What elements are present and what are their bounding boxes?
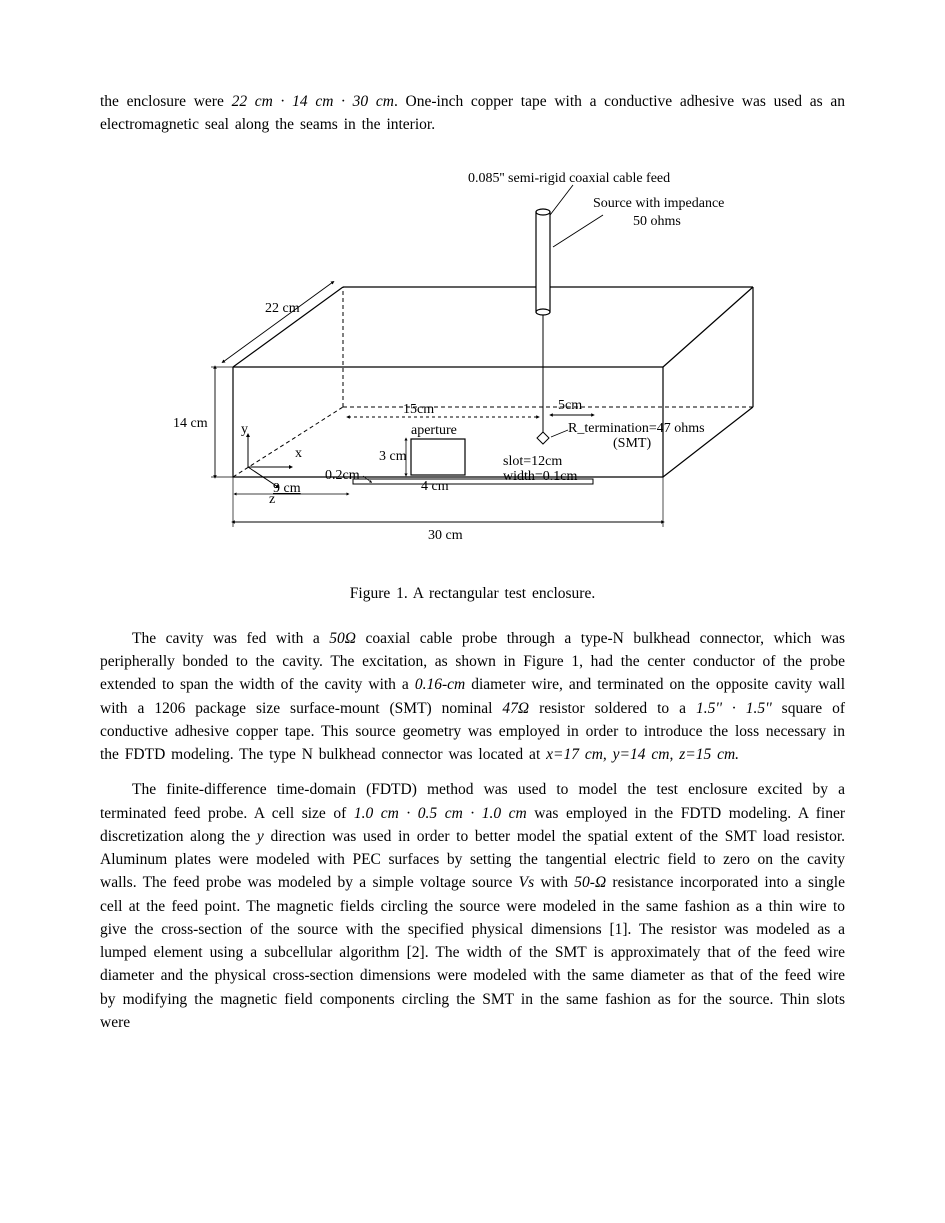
label-slot-width: width=0.1cm bbox=[503, 469, 577, 484]
label-14cm: 14 cm bbox=[173, 416, 208, 431]
p3b: 1.0 cm · 0.5 cm · 1.0 cm bbox=[354, 805, 527, 822]
label-02cm: 0.2cm bbox=[325, 468, 360, 483]
p2j: x=17 cm, y=14 cm, z=15 cm. bbox=[546, 746, 739, 763]
paragraph-intro: the enclosure were 22 cm · 14 cm · 30 cm… bbox=[100, 90, 845, 137]
axis-x: x bbox=[295, 446, 302, 461]
p3h: 50-Ω bbox=[574, 874, 606, 891]
label-slot: slot=12cm bbox=[503, 454, 562, 469]
label-rterm: R_termination=47 ohms bbox=[568, 421, 705, 436]
p3f: Vs bbox=[519, 874, 535, 891]
p2h: 1.5'' · 1.5'' bbox=[696, 700, 772, 717]
label-source-imp-1: Source with impedance bbox=[593, 196, 724, 211]
p3g: with bbox=[534, 874, 574, 891]
p2g: resistor soldered to a bbox=[529, 700, 696, 717]
label-3cm: 3 cm bbox=[379, 449, 407, 464]
label-4cm: 4 cm bbox=[421, 479, 449, 494]
label-coax-feed: 0.085'' semi-rigid coaxial cable feed bbox=[468, 171, 670, 186]
p2f: 47Ω bbox=[502, 700, 529, 717]
label-9cm: 9 cm bbox=[273, 481, 301, 496]
axis-y: y bbox=[241, 422, 248, 437]
label-5cm: 5cm bbox=[558, 398, 582, 413]
label-30cm: 30 cm bbox=[428, 528, 463, 543]
figure-1: 0.085'' semi-rigid coaxial cable feed So… bbox=[100, 157, 845, 557]
label-22cm: 22 cm bbox=[265, 301, 300, 316]
p3d: y bbox=[257, 828, 264, 845]
p1-dims: 22 cm · 14 cm · 30 cm bbox=[232, 93, 394, 110]
figure-1-caption: Figure 1. A rectangular test enclosure. bbox=[100, 582, 845, 605]
label-aperture: aperture bbox=[411, 423, 457, 438]
p3i: resistance incorporated into a single ce… bbox=[100, 874, 845, 1031]
label-source-imp-2: 50 ohms bbox=[633, 214, 681, 229]
aperture-rect bbox=[411, 439, 465, 475]
p1-pre: the enclosure were bbox=[100, 93, 232, 110]
paragraph-2: The cavity was fed with a 50Ω coaxial ca… bbox=[100, 627, 845, 767]
label-smt: (SMT) bbox=[613, 436, 651, 451]
p2b: 50Ω bbox=[329, 630, 356, 647]
label-15cm: 15cm bbox=[403, 402, 434, 417]
paragraph-3: The finite-difference time-domain (FDTD)… bbox=[100, 778, 845, 1034]
enclosure-diagram: 0.085'' semi-rigid coaxial cable feed So… bbox=[173, 157, 773, 557]
p2d: 0.16-cm bbox=[415, 676, 465, 693]
p2a: The cavity was fed with a bbox=[132, 630, 329, 647]
